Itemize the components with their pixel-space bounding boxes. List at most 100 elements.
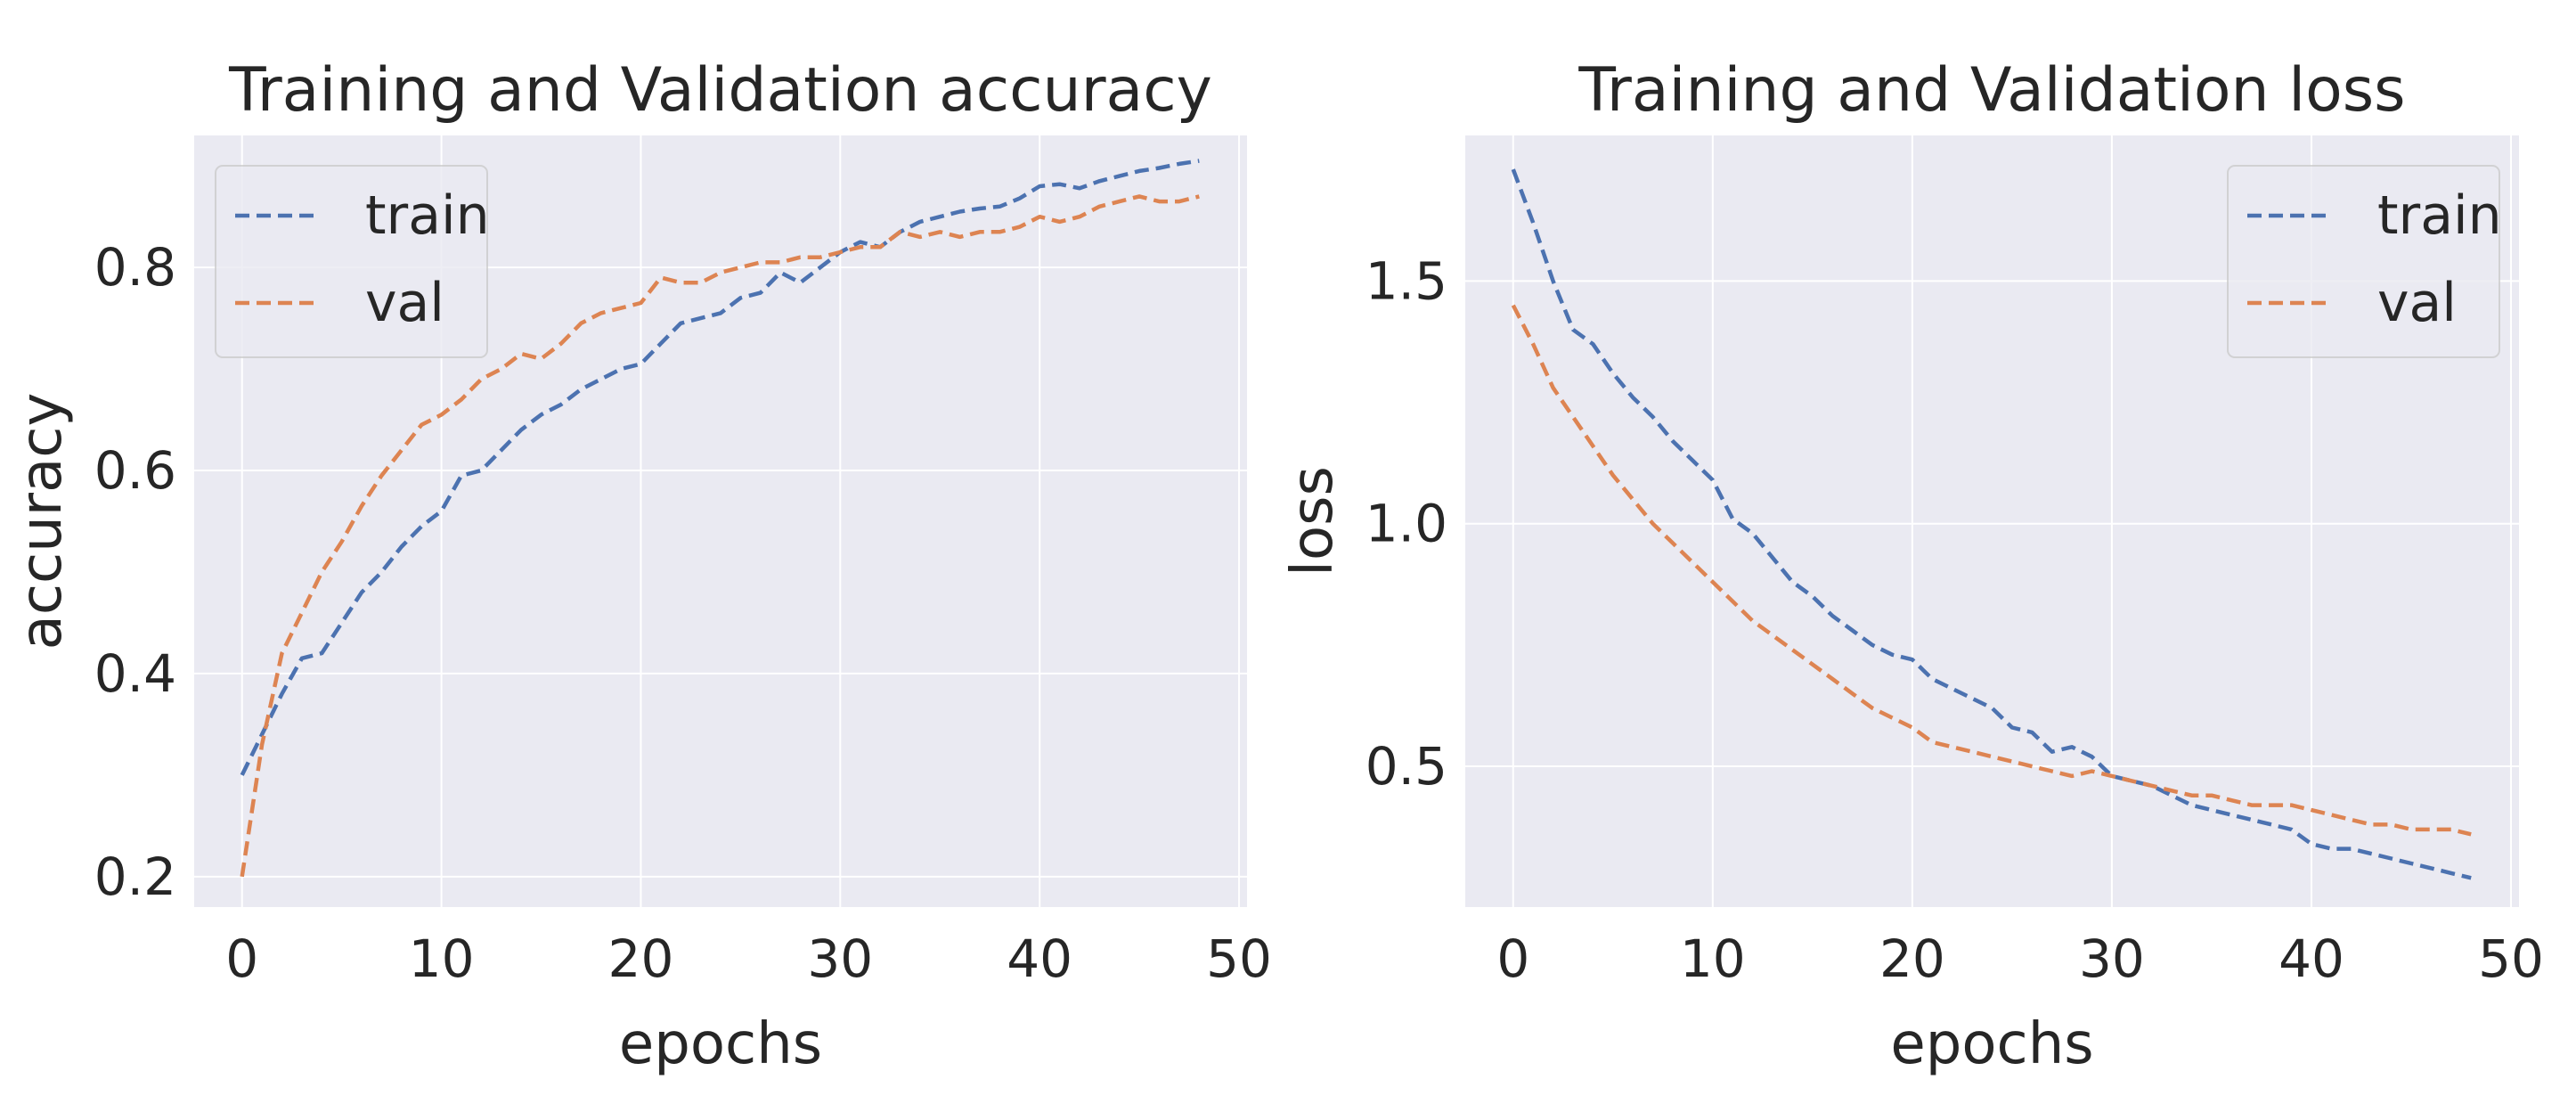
data-point-val — [759, 261, 762, 264]
data-point-train — [2250, 818, 2253, 821]
data-point-val — [480, 378, 483, 380]
data-point-train — [480, 470, 483, 472]
data-point-train — [1931, 678, 1934, 681]
data-point-train — [859, 241, 861, 243]
x-tick-label: 40 — [2278, 928, 2344, 989]
data-point-val — [300, 611, 303, 614]
data-point-val — [1911, 726, 1913, 729]
data-point-train — [2050, 750, 2053, 753]
data-point-val — [958, 235, 961, 238]
data-point-val — [2050, 770, 2053, 773]
data-point-train — [2210, 809, 2213, 812]
data-point-val — [2450, 828, 2452, 830]
data-point-train — [1851, 629, 1854, 632]
data-point-train — [958, 210, 961, 213]
data-point-val — [599, 312, 602, 315]
data-point-val — [680, 282, 682, 284]
data-point-val — [1711, 581, 1714, 584]
data-point-val — [1931, 740, 1934, 743]
data-point-val — [2310, 809, 2312, 812]
data-point-train — [240, 773, 243, 776]
y-tick-label: 0.2 — [94, 846, 176, 907]
y-tick-label: 0.4 — [94, 643, 176, 704]
data-point-train — [680, 322, 682, 324]
data-point-train — [699, 317, 702, 320]
data-point-val — [2190, 794, 2193, 797]
data-point-val — [240, 875, 243, 878]
data-point-val — [520, 352, 523, 355]
data-point-train — [720, 312, 722, 315]
data-point-val — [2290, 804, 2293, 806]
y-tick-label: 0.5 — [1365, 736, 1447, 797]
legend-label-val: val — [2377, 272, 2457, 334]
data-point-val — [1532, 343, 1535, 346]
data-point-train — [1198, 159, 1201, 162]
data-point-train — [420, 525, 423, 527]
data-point-train — [281, 692, 283, 695]
data-point-val — [879, 246, 882, 249]
data-point-val — [720, 271, 722, 274]
x-axis-label: epochs — [619, 1011, 822, 1077]
series-val — [240, 194, 1200, 878]
data-point-train — [1552, 280, 1554, 282]
data-point-train — [819, 266, 821, 269]
data-point-train — [2171, 794, 2173, 797]
data-point-train — [1891, 653, 1894, 656]
y-tick-label: 0.6 — [94, 440, 176, 501]
data-point-val — [2470, 833, 2473, 836]
data-point-train — [1951, 687, 1953, 690]
data-point-val — [1611, 474, 1614, 477]
data-point-val — [1039, 216, 1041, 218]
data-point-val — [1951, 746, 1953, 748]
data-point-train — [1831, 615, 1834, 617]
data-point-val — [939, 231, 942, 233]
data-point-val — [699, 282, 702, 284]
data-point-val — [1158, 200, 1161, 203]
data-point-val — [460, 398, 462, 401]
data-point-train — [1911, 658, 1913, 661]
data-point-train — [1098, 180, 1101, 183]
data-point-val — [2230, 799, 2233, 802]
data-point-train — [1118, 175, 1121, 177]
data-point-train — [999, 205, 1001, 208]
data-point-train — [1571, 328, 1574, 331]
data-point-val — [2131, 780, 2133, 782]
data-point-val — [281, 652, 283, 655]
data-point-train — [659, 342, 662, 345]
data-point-train — [939, 216, 942, 218]
y-tick-label: 0.8 — [94, 237, 176, 298]
data-point-train — [1651, 415, 1654, 418]
data-point-train — [1158, 167, 1161, 169]
data-point-train — [500, 449, 502, 452]
x-tick-label: 10 — [409, 928, 475, 989]
data-point-val — [2390, 823, 2393, 826]
data-point-val — [1772, 634, 1774, 636]
data-point-train — [2091, 756, 2093, 758]
data-point-val — [2171, 789, 2173, 792]
chart-title: Training and Validation loss — [1577, 55, 2405, 126]
data-point-val — [559, 342, 562, 345]
data-point-val — [739, 266, 742, 269]
data-point-val — [1811, 663, 1814, 666]
data-point-train — [580, 388, 583, 390]
data-point-train — [1711, 478, 1714, 481]
data-point-train — [2430, 867, 2433, 870]
data-point-val — [659, 276, 662, 279]
x-tick-label: 0 — [1496, 928, 1529, 989]
data-point-train — [1991, 707, 1993, 709]
data-point-train — [1592, 343, 1594, 346]
data-point-train — [520, 429, 523, 431]
data-point-train — [779, 271, 782, 274]
data-point-val — [2370, 823, 2373, 826]
x-tick-label: 0 — [225, 928, 258, 989]
data-point-val — [2031, 765, 2034, 768]
data-point-train — [979, 208, 982, 210]
data-point-train — [799, 282, 802, 284]
x-tick-label: 20 — [608, 928, 674, 989]
data-point-train — [640, 363, 642, 365]
data-point-train — [2031, 731, 2034, 733]
data-point-train — [2330, 847, 2333, 850]
data-point-val — [2410, 828, 2413, 830]
data-point-val — [1138, 195, 1141, 198]
data-point-train — [1811, 595, 1814, 598]
